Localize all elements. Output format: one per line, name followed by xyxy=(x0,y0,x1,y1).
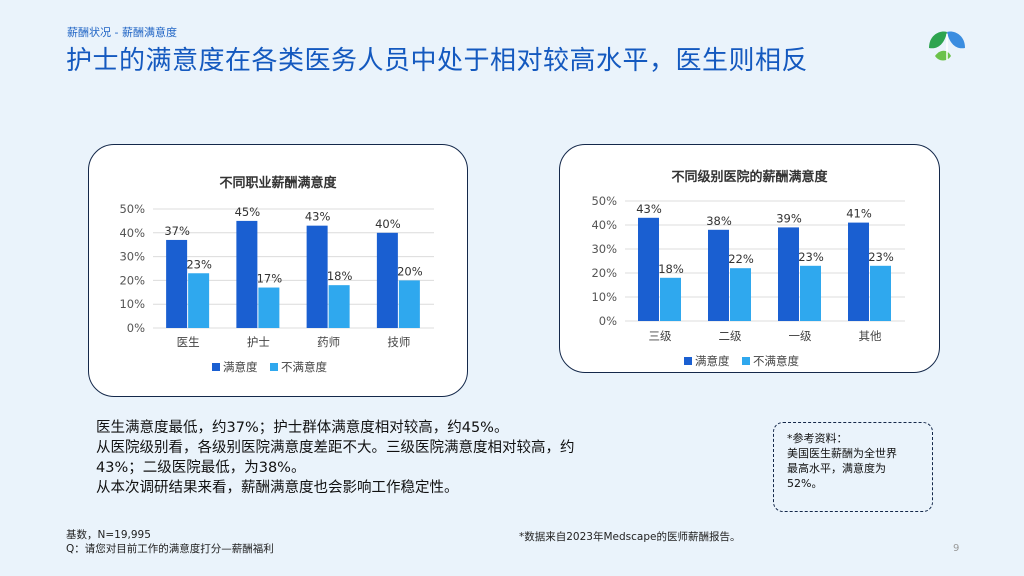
y-tick-label: 10% xyxy=(591,290,617,304)
legend-swatch xyxy=(742,357,750,365)
y-tick-label: 50% xyxy=(119,202,145,216)
x-tick-label: 二级 xyxy=(719,329,742,343)
reference-line: 美国医生薪酬为全世界 xyxy=(787,447,897,460)
data-label: 18% xyxy=(327,269,353,283)
chart-title: 不同职业薪酬满意度 xyxy=(219,175,337,191)
y-tick-label: 30% xyxy=(119,250,145,264)
x-tick-label: 一级 xyxy=(789,329,812,343)
bar-satisfied xyxy=(638,217,659,321)
survey-question: Q：请您对目前工作的满意度打分—薪酬福利 xyxy=(66,543,274,555)
data-label: 23% xyxy=(868,250,894,264)
y-tick-label: 50% xyxy=(591,194,617,208)
base-count: 基数，N=19,995 xyxy=(66,529,151,541)
y-tick-label: 10% xyxy=(119,297,145,311)
summary-line: 43%；二级医院最低，为38%。 xyxy=(96,460,306,476)
data-label: 43% xyxy=(305,210,331,224)
bar-satisfied xyxy=(166,239,188,328)
x-tick-label: 三级 xyxy=(649,329,672,343)
legend-swatch xyxy=(212,363,220,371)
bar-satisfied xyxy=(848,222,869,321)
y-tick-label: 20% xyxy=(591,266,617,280)
bar-unsatisfied xyxy=(398,280,420,328)
bar-unsatisfied xyxy=(188,273,210,328)
chart-profession-satisfaction: 不同职业薪酬满意度 0% 10% 20% 30% 40% 50% 医生 37% 23% 护士 45% 1… xyxy=(119,175,434,374)
data-label: 38% xyxy=(706,214,732,228)
y-tick-label: 0% xyxy=(599,314,617,328)
data-label: 37% xyxy=(164,224,190,238)
summary-line: 从医院级别看，各级别医院满意度差距不大。三级医院满意度相对较高，约 xyxy=(96,440,575,456)
bar-unsatisfied xyxy=(258,287,280,328)
x-tick-label: 技师 xyxy=(387,335,410,349)
data-label: 40% xyxy=(375,217,401,231)
y-tick-label: 30% xyxy=(591,242,617,256)
legend-label: 满意度 xyxy=(695,354,730,368)
summary-line: 从本次调研结果来看，薪酬满意度也会影响工作稳定性。 xyxy=(96,480,459,496)
y-tick-label: 0% xyxy=(127,321,145,335)
bar-satisfied xyxy=(708,229,729,321)
bar-satisfied xyxy=(376,232,398,328)
reference-heading: *参考资料： xyxy=(787,432,848,445)
data-label: 22% xyxy=(728,252,754,266)
data-label: 23% xyxy=(798,250,824,264)
data-label: 43% xyxy=(636,202,662,216)
data-label: 45% xyxy=(235,205,261,219)
legend-swatch xyxy=(270,363,278,371)
y-tick-label: 40% xyxy=(119,226,145,240)
bar-unsatisfied xyxy=(800,265,821,321)
chart-card-hospital-level: 不同级别医院的薪酬满意度 0% 10% 20% 30% 40% 50% 三级 43% 18% 二级 3… xyxy=(559,144,940,373)
reference-box: *参考资料： 美国医生薪酬为全世界 最高水平，满意度为 52%。 xyxy=(773,422,933,512)
x-tick-label: 其他 xyxy=(859,329,882,343)
data-label: 17% xyxy=(257,272,283,286)
reference-line: 最高水平，满意度为 xyxy=(787,462,886,475)
breadcrumb: 薪酬状况 - 薪酬满意度 xyxy=(67,26,177,39)
x-tick-label: 护士 xyxy=(247,335,270,349)
footer-base: 基数，N=19,995 Q：请您对目前工作的满意度打分—薪酬福利 xyxy=(66,528,274,556)
data-label: 39% xyxy=(776,211,802,225)
data-label: 18% xyxy=(658,262,684,276)
data-label: 23% xyxy=(186,257,212,271)
y-tick-label: 20% xyxy=(119,273,145,287)
summary-line: 医生满意度最低，约37%；护士群体满意度相对较高，约45%。 xyxy=(96,420,509,436)
data-label: 20% xyxy=(397,264,423,278)
legend-label: 不满意度 xyxy=(281,360,327,374)
bar-unsatisfied xyxy=(328,285,350,328)
bar-satisfied xyxy=(306,225,328,328)
x-tick-label: 医生 xyxy=(177,335,200,349)
bar-satisfied xyxy=(778,227,799,321)
bar-unsatisfied xyxy=(870,265,891,321)
page-number: 9 xyxy=(953,543,960,554)
bar-unsatisfied xyxy=(660,277,681,321)
x-tick-label: 药师 xyxy=(317,335,340,349)
reference-line: 52%。 xyxy=(787,477,823,490)
chart-hospital-level-satisfaction: 不同级别医院的薪酬满意度 0% 10% 20% 30% 40% 50% 三级 43% 18% 二级 3… xyxy=(591,169,905,368)
chart-card-profession: 不同职业薪酬满意度 0% 10% 20% 30% 40% 50% 医生 37% 23% 护士 45% 1… xyxy=(88,144,468,397)
legend-swatch xyxy=(684,357,692,365)
leaf-logo-icon xyxy=(925,26,969,66)
data-source-note: *数据来自2023年Medscape的医师薪酬报告。 xyxy=(519,531,741,543)
bar-satisfied xyxy=(236,220,258,328)
legend-label: 满意度 xyxy=(223,360,258,374)
summary-text: 医生满意度最低，约37%；护士群体满意度相对较高，约45%。 从医院级别看，各级… xyxy=(96,418,696,498)
data-label: 41% xyxy=(846,207,872,221)
legend-label: 不满意度 xyxy=(753,354,799,368)
page-title: 护士的满意度在各类医务人员中处于相对较高水平，医生则相反 xyxy=(66,46,809,76)
bar-unsatisfied xyxy=(730,268,751,321)
chart-title: 不同级别医院的薪酬满意度 xyxy=(671,169,828,185)
y-tick-label: 40% xyxy=(591,218,617,232)
